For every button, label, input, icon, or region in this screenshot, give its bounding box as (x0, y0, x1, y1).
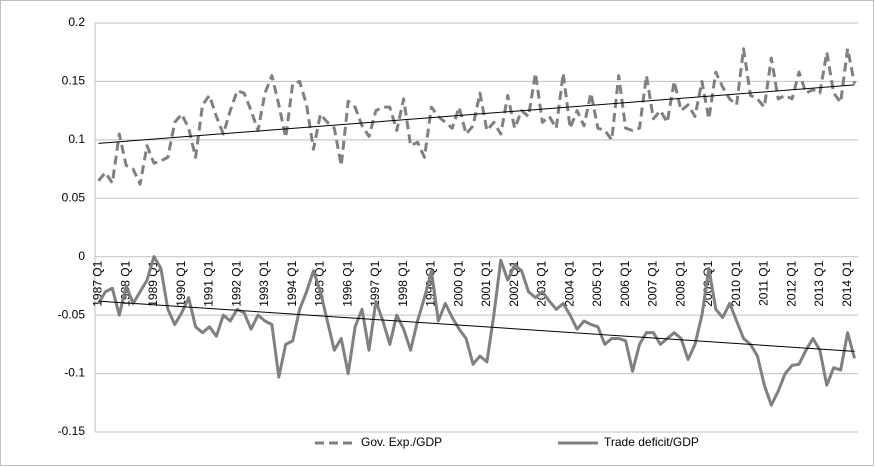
y-tick-label: 0.1 (68, 132, 85, 146)
x-tick-label: 1990 Q1 (174, 260, 188, 306)
x-tick-label: 2011 Q1 (757, 260, 771, 305)
x-tick-label: 2001 Q1 (479, 260, 493, 306)
y-tick-label: 0.2 (68, 15, 85, 29)
x-tick-label: 2008 Q1 (673, 260, 687, 306)
x-tick-label: 2014 Q1 (840, 260, 854, 306)
x-tick-label: 2006 Q1 (618, 260, 632, 306)
x-tick-label: 2004 Q1 (562, 260, 576, 306)
y-tick-label: -0.05 (58, 307, 86, 321)
x-tick-label: 1991 Q1 (202, 260, 216, 306)
x-tick-label: 1993 Q1 (257, 260, 271, 306)
x-tick-label: 1992 Q1 (229, 260, 243, 306)
legend-label: Trade deficit/GDP (604, 435, 699, 449)
y-tick-label: -0.1 (64, 366, 85, 380)
x-tick-label: 2003 Q1 (535, 260, 549, 306)
y-tick-label: -0.15 (58, 424, 86, 438)
y-tick-label: 0 (78, 249, 85, 263)
trend-line (98, 84, 855, 144)
legend-label: Gov. Exp./GDP (361, 435, 442, 449)
x-tick-label: 2005 Q1 (590, 260, 604, 306)
x-tick-label: 1989 Q1 (146, 260, 160, 306)
x-tick-label: 2007 Q1 (646, 260, 660, 306)
x-tick-label: 2013 Q1 (812, 260, 826, 306)
x-tick-label: 1994 Q1 (285, 260, 299, 306)
x-tick-label: 1995 Q1 (313, 260, 327, 306)
series-line (97, 255, 856, 407)
trend-line (98, 300, 855, 352)
x-tick-label: 1996 Q1 (340, 260, 354, 306)
x-tick-label: 2010 Q1 (729, 260, 743, 306)
x-tick-label: 1997 Q1 (368, 260, 382, 306)
x-tick-label: 1998 Q1 (396, 260, 410, 306)
y-tick-label: 0.05 (62, 190, 86, 204)
x-tick-label: 2012 Q1 (784, 260, 798, 306)
series-line (97, 47, 857, 186)
x-tick-label: 1987 Q1 (91, 260, 105, 306)
y-tick-label: 0.15 (62, 74, 86, 88)
x-tick-label: 2000 Q1 (451, 260, 465, 306)
